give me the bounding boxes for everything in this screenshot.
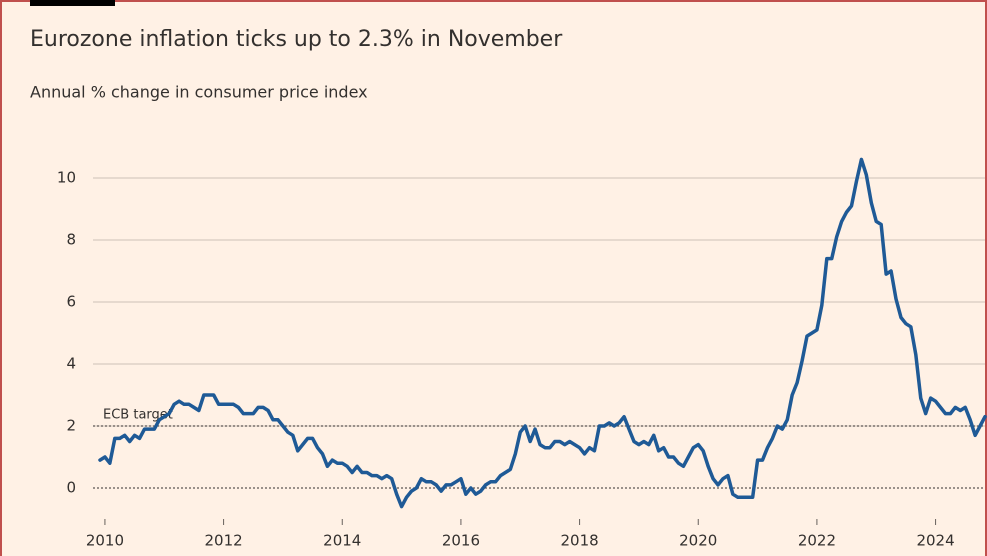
x-tick-label: 2022	[798, 532, 836, 550]
y-tick-label: 0	[66, 479, 76, 497]
y-tick-label: 2	[66, 417, 76, 435]
y-tick-label: 10	[57, 169, 76, 187]
brand-bar	[30, 0, 115, 6]
series-line	[98, 157, 987, 509]
y-tick-label: 6	[66, 293, 76, 311]
x-tick-label: 2024	[916, 532, 954, 550]
x-tick-label: 2014	[323, 532, 361, 550]
y-tick-label: 8	[66, 231, 76, 249]
y-tick-label: 4	[66, 355, 76, 373]
annotation-label: ECB target	[103, 408, 173, 423]
plot: 0 2 4 6 8 10 2010 2012 2014 2016 2018 2020 2022 2024 E…	[57, 157, 987, 550]
chart-subtitle: Annual % change in consumer price index	[30, 83, 368, 102]
chart-title: Eurozone inflation ticks up to 2.3% in N…	[30, 27, 563, 52]
x-tick-label: 2010	[86, 532, 124, 550]
x-tick-label: 2018	[560, 532, 598, 550]
x-tick-label: 2020	[679, 532, 717, 550]
x-tick-label: 2016	[442, 532, 480, 550]
x-tick-label: 2012	[204, 532, 242, 550]
